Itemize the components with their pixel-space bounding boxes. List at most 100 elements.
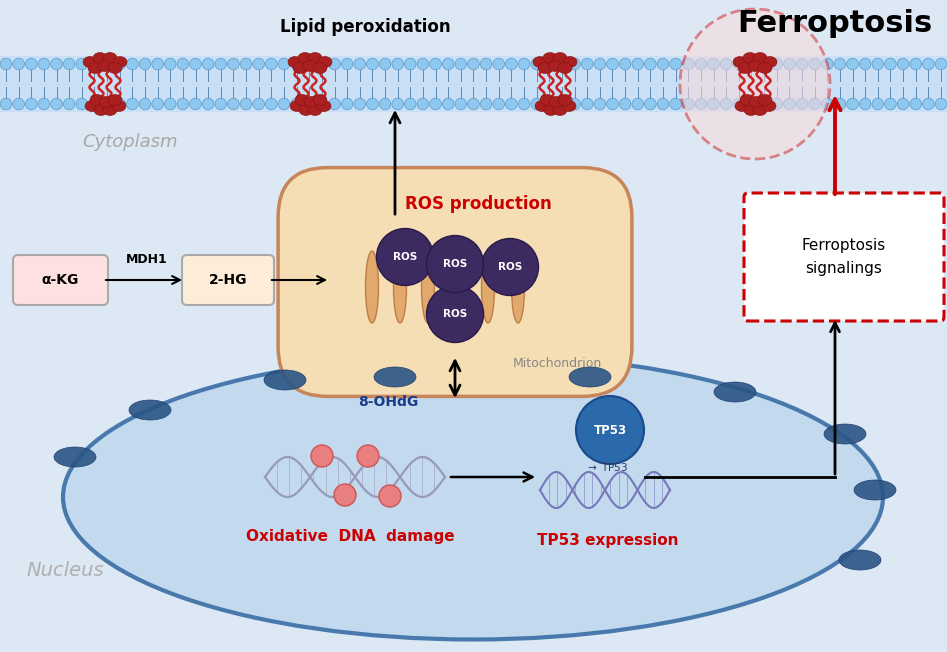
Circle shape [127, 98, 138, 110]
Text: 8-OHdG: 8-OHdG [358, 395, 419, 409]
Ellipse shape [543, 53, 557, 63]
Ellipse shape [88, 63, 102, 74]
FancyBboxPatch shape [744, 193, 944, 321]
Ellipse shape [744, 104, 758, 115]
Circle shape [63, 58, 75, 70]
Ellipse shape [308, 104, 322, 115]
Ellipse shape [563, 57, 577, 68]
Circle shape [316, 58, 328, 70]
Ellipse shape [99, 96, 113, 108]
Ellipse shape [748, 61, 762, 72]
Circle shape [544, 98, 555, 110]
Circle shape [311, 445, 333, 467]
Ellipse shape [374, 367, 416, 387]
Circle shape [581, 58, 593, 70]
Circle shape [576, 396, 644, 464]
Circle shape [670, 58, 682, 70]
Circle shape [745, 58, 758, 70]
Text: 2-HG: 2-HG [208, 273, 247, 287]
Ellipse shape [758, 63, 772, 74]
Circle shape [76, 58, 88, 70]
Ellipse shape [569, 367, 611, 387]
Circle shape [910, 98, 921, 110]
Circle shape [506, 98, 517, 110]
FancyBboxPatch shape [182, 255, 274, 305]
Ellipse shape [112, 100, 126, 111]
Ellipse shape [293, 63, 307, 74]
Circle shape [783, 58, 795, 70]
Circle shape [253, 58, 264, 70]
Circle shape [203, 98, 214, 110]
Circle shape [377, 228, 434, 286]
Ellipse shape [854, 480, 896, 500]
Circle shape [89, 98, 100, 110]
Circle shape [357, 445, 379, 467]
Circle shape [645, 58, 656, 70]
Circle shape [329, 98, 340, 110]
Circle shape [771, 98, 782, 110]
Circle shape [0, 58, 11, 70]
Ellipse shape [762, 100, 776, 111]
Circle shape [581, 98, 593, 110]
Ellipse shape [549, 96, 563, 108]
Ellipse shape [113, 57, 127, 68]
Circle shape [241, 58, 252, 70]
Circle shape [796, 58, 808, 70]
Circle shape [493, 58, 505, 70]
Circle shape [809, 58, 820, 70]
Circle shape [101, 98, 113, 110]
Ellipse shape [103, 104, 117, 115]
Circle shape [809, 98, 820, 110]
Circle shape [189, 98, 202, 110]
Circle shape [569, 98, 581, 110]
Circle shape [241, 98, 252, 110]
Circle shape [426, 286, 484, 342]
Circle shape [632, 58, 644, 70]
Circle shape [51, 98, 63, 110]
Ellipse shape [129, 400, 171, 420]
Text: Cytoplasm: Cytoplasm [82, 133, 178, 151]
Circle shape [619, 98, 631, 110]
FancyBboxPatch shape [278, 168, 632, 396]
Text: Lipid peroxidation: Lipid peroxidation [279, 18, 451, 36]
Circle shape [426, 235, 484, 293]
Circle shape [0, 98, 11, 110]
Circle shape [847, 98, 858, 110]
Ellipse shape [740, 95, 754, 106]
Circle shape [594, 98, 606, 110]
Circle shape [139, 58, 151, 70]
Ellipse shape [540, 95, 554, 106]
Ellipse shape [753, 53, 767, 63]
Circle shape [278, 98, 290, 110]
Ellipse shape [749, 96, 763, 108]
Ellipse shape [735, 100, 749, 111]
Ellipse shape [743, 53, 757, 63]
Circle shape [898, 98, 909, 110]
Ellipse shape [264, 370, 306, 390]
Ellipse shape [533, 57, 547, 68]
Circle shape [569, 58, 581, 70]
Circle shape [834, 58, 846, 70]
Circle shape [695, 58, 706, 70]
Circle shape [759, 58, 770, 70]
Circle shape [38, 98, 49, 110]
Circle shape [316, 98, 328, 110]
Circle shape [51, 58, 63, 70]
Text: Oxidative  DNA  damage: Oxidative DNA damage [245, 529, 455, 544]
Circle shape [418, 58, 429, 70]
Ellipse shape [317, 100, 331, 111]
Ellipse shape [824, 424, 866, 444]
Circle shape [165, 98, 176, 110]
Circle shape [468, 58, 479, 70]
Circle shape [265, 58, 277, 70]
Circle shape [334, 484, 356, 506]
Circle shape [329, 58, 340, 70]
Circle shape [645, 98, 656, 110]
Circle shape [872, 98, 884, 110]
Text: Nucleus: Nucleus [27, 561, 104, 580]
Circle shape [379, 58, 391, 70]
Circle shape [607, 98, 618, 110]
Circle shape [442, 58, 454, 70]
Circle shape [152, 98, 164, 110]
Circle shape [354, 58, 366, 70]
